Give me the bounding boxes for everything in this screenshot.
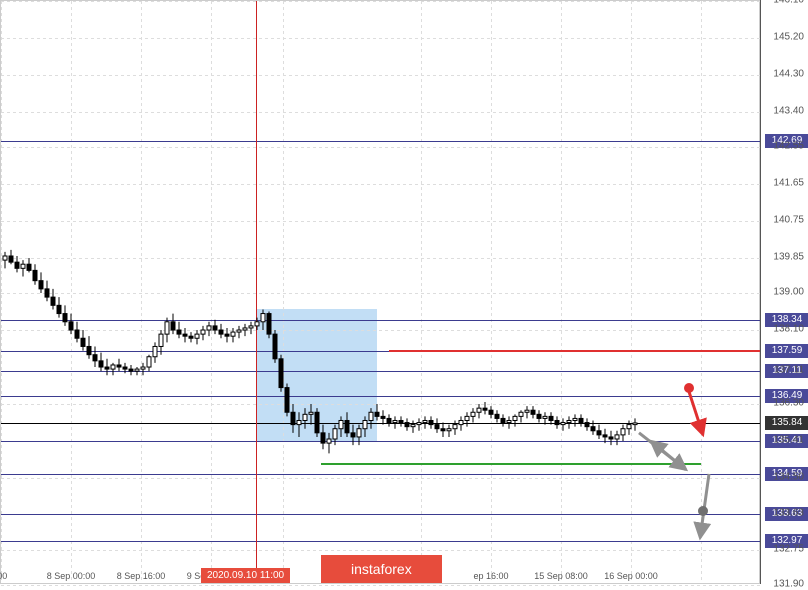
watermark: instaforex <box>321 555 442 583</box>
y-tick-label: 146.10 <box>773 0 804 6</box>
y-tick-label: 133.63 <box>773 507 804 518</box>
y-tick-label: 137.11 <box>774 364 804 375</box>
y-tick-label: 141.65 <box>773 178 804 189</box>
candlestick-series <box>1 1 761 585</box>
timestamp-label: 2020.09.10 11:00 <box>207 570 284 581</box>
y-tick-label: 136.30 <box>773 398 804 409</box>
signal-line <box>321 463 701 465</box>
x-tick-label: 8 Sep 16:00 <box>117 571 166 581</box>
y-tick-label: 139.85 <box>773 252 804 263</box>
x-tick-label: ep 16:00 <box>473 571 508 581</box>
y-tick-label: 144.30 <box>773 69 804 80</box>
y-tick-label: 131.90 <box>773 579 804 590</box>
y-tick-label: 139.00 <box>773 287 804 298</box>
marker-dot <box>698 506 708 516</box>
y-tick-label: 135.41 <box>773 434 804 445</box>
y-tick-label: 140.75 <box>773 215 804 226</box>
y-tick-label: 142.55 <box>773 141 804 152</box>
x-tick-label: :00 <box>0 571 7 581</box>
signal-line <box>389 350 761 352</box>
x-tick-label: 15 Sep 08:00 <box>534 571 588 581</box>
y-tick-label: 145.20 <box>773 32 804 43</box>
x-tick-label: 8 Sep 00:00 <box>47 571 96 581</box>
timestamp-tag: 2020.09.10 11:00 <box>201 568 290 583</box>
x-tick-label: 16 Sep 00:00 <box>604 571 658 581</box>
price-chart[interactable]: 142.69138.34137.59137.11136.49135.84135.… <box>0 0 760 584</box>
watermark-label: instaforex <box>351 561 412 577</box>
y-tick-label: 132.75 <box>773 544 804 555</box>
y-tick-label: 143.40 <box>773 106 804 117</box>
y-axis: 131.90132.75133.63134.50135.41136.30137.… <box>760 0 808 584</box>
y-tick-label: 134.50 <box>773 472 804 483</box>
marker-dot <box>684 383 694 393</box>
y-tick-label: 138.10 <box>773 324 804 335</box>
